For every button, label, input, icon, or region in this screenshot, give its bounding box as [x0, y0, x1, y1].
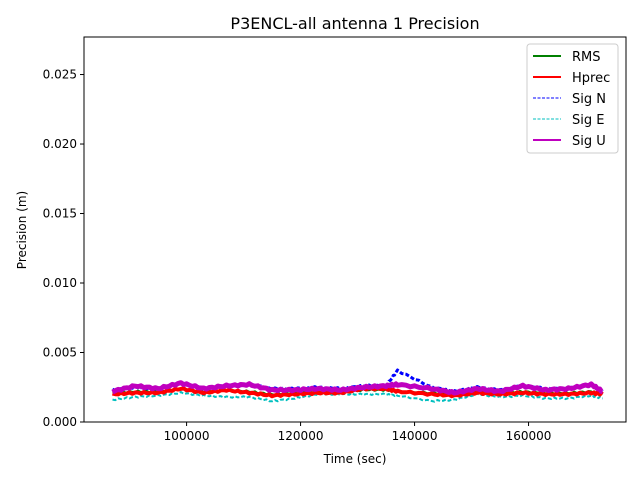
axes-frame: [83, 36, 627, 423]
chart-title: P3ENCL-all antenna 1 Precision: [230, 14, 479, 33]
legend-label: Hprec: [572, 71, 610, 86]
x-tick-label: 140000: [392, 429, 438, 443]
legend-label: Sig N: [572, 92, 606, 107]
plot-area: [111, 368, 604, 403]
y-tick-label: 0.005: [43, 346, 77, 360]
x-tick-label: 160000: [506, 429, 552, 443]
y-axis-label: Precision (m): [15, 191, 29, 269]
x-tick-label: 100000: [164, 429, 210, 443]
legend-label: Sig U: [572, 134, 606, 149]
series-line-sig-u: [111, 380, 604, 396]
y-tick-label: 0.000: [43, 415, 77, 429]
y-tick-label: 0.025: [43, 68, 77, 82]
legend: RMS Hprec Sig N Sig E Sig U: [526, 43, 619, 154]
legend-label: Sig E: [572, 113, 604, 128]
x-axis: 100000 120000 140000 160000: [164, 422, 552, 443]
y-tick-label: 0.020: [43, 137, 77, 151]
x-axis-label: Time (sec): [323, 452, 387, 466]
y-axis: 0.000 0.005 0.010 0.015 0.020 0.025: [43, 68, 84, 429]
y-tick-label: 0.015: [43, 207, 77, 221]
x-tick-label: 120000: [278, 429, 324, 443]
legend-box: [526, 43, 619, 154]
y-tick-label: 0.010: [43, 276, 77, 290]
legend-label: RMS: [572, 50, 601, 65]
